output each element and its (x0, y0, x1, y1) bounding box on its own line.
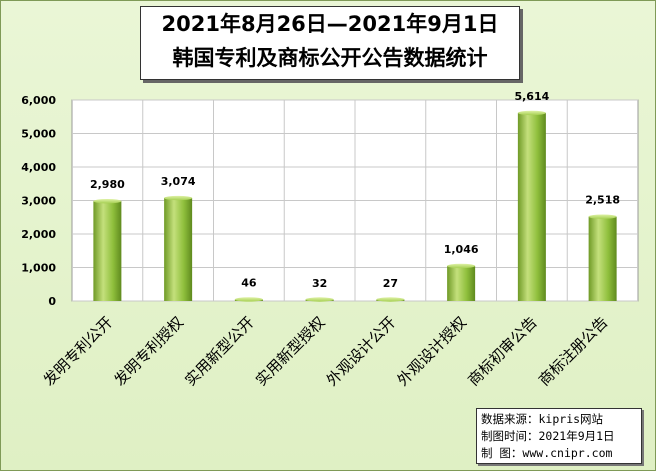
bar (517, 112, 546, 301)
data-label: 2,518 (585, 194, 620, 207)
data-label: 32 (312, 277, 327, 290)
source-note-box: 数据来源：kipris网站 制图时间：2021年9月1日 制 图：www.cni… (476, 408, 642, 464)
chart-title-line1: 2021年8月26日—2021年9月1日 (161, 12, 499, 36)
chart-title-line2: 韩国专利及商标公开公告数据统计 (172, 46, 488, 70)
x-tick-label: 发明专利公开 (40, 313, 116, 389)
data-label: 2,980 (90, 178, 125, 191)
x-tick-label: 商标初审公告 (464, 313, 540, 389)
y-axis-ticks: 0 1,000 2,000 3,000 4,000 5,000 6,000 (21, 94, 56, 308)
data-label: 1,046 (444, 243, 479, 256)
bar (447, 265, 476, 301)
bar-top (588, 214, 617, 219)
bar-top (376, 297, 405, 302)
y-tick-label: 0 (48, 295, 56, 308)
x-axis-ticks: 发明专利公开发明专利授权实用新型公开实用新型授权外观设计公开外观设计授权商标初审… (40, 313, 612, 389)
chart-title-box: 2021年8月26日—2021年9月1日 韩国专利及商标公开公告数据统计 (140, 6, 520, 80)
bar-top (93, 198, 122, 204)
x-tick-label: 外观设计公开 (323, 313, 399, 389)
x-tick-label: 实用新型授权 (252, 313, 328, 389)
bar-top (305, 297, 334, 302)
data-label: 46 (241, 276, 257, 289)
y-tick-label: 6,000 (21, 94, 56, 107)
y-tick-label: 1,000 (21, 262, 56, 275)
data-label: 5,614 (514, 90, 549, 103)
x-tick-label: 发明专利授权 (111, 313, 187, 389)
y-tick-label: 3,000 (21, 195, 56, 208)
data-labels: 2,980 3,074 46 32 27 1,046 5,614 2,518 (90, 90, 620, 290)
bar-top (447, 263, 476, 269)
x-tick-label: 商标注册公告 (535, 313, 611, 389)
source-line-date: 制图时间：2021年9月1日 (481, 429, 615, 443)
x-tick-label: 外观设计授权 (394, 313, 470, 389)
bar (93, 201, 122, 301)
bar-top (164, 195, 193, 201)
bar (164, 198, 193, 301)
y-tick-label: 5,000 (21, 128, 56, 141)
data-label: 3,074 (161, 175, 196, 188)
bar-top (234, 297, 263, 302)
x-tick-label: 实用新型公开 (181, 313, 257, 389)
source-line-data: 数据来源：kipris网站 (481, 412, 604, 426)
data-label: 27 (383, 277, 398, 290)
bar-top (517, 110, 546, 116)
y-tick-label: 4,000 (21, 161, 56, 174)
bars (93, 110, 617, 302)
bar (588, 216, 617, 301)
y-tick-label: 2,000 (21, 228, 56, 241)
source-line-author: 制 图：www.cnipr.com (481, 446, 613, 460)
